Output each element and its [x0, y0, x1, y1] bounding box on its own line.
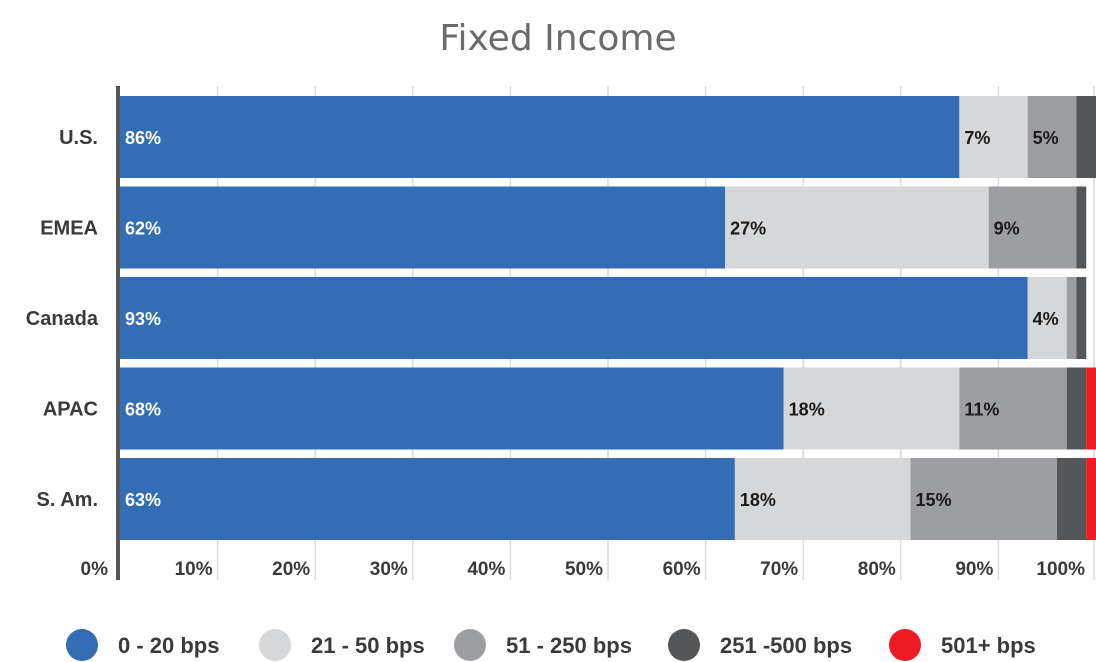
x-tick-label: 0%	[81, 559, 109, 580]
category-label: Canada	[26, 308, 99, 330]
data-label: 15%	[916, 490, 952, 510]
bar-emea-0-20-bps	[120, 186, 726, 269]
legend-swatch-501-bps	[889, 629, 921, 661]
x-tick-label: 80%	[858, 559, 896, 580]
data-labels: 86% 7% 5% 62% 27% 9% 93% 4% 68% 18% 11% 63% 18% 15%	[125, 128, 1059, 510]
bar-apac-21-50-bps	[783, 367, 960, 450]
x-tick-label: 40%	[467, 559, 505, 580]
bar-apac-251-500-bps	[1066, 367, 1087, 450]
bar-apac-51-250-bps	[959, 367, 1067, 450]
legend: 0 - 20 bps 21 - 50 bps 51 - 250 bps 251 -50…	[66, 629, 1036, 661]
x-tick-label: 70%	[760, 559, 798, 580]
data-label: 62%	[125, 219, 161, 239]
data-label: 27%	[730, 219, 766, 239]
bar-u-s-21-50-bps	[959, 96, 1028, 178]
legend-swatch-251-500-bps	[668, 629, 700, 661]
data-label: 11%	[964, 400, 999, 420]
x-tick-label: 50%	[565, 559, 603, 580]
bar-emea-251-500-bps	[1076, 186, 1087, 269]
data-label: 9%	[994, 219, 1020, 239]
legend-swatch-0-20-bps	[66, 629, 98, 661]
data-label: 7%	[964, 128, 990, 148]
bar-apac-0-20-bps	[120, 367, 784, 450]
x-tick-label: 30%	[370, 559, 408, 580]
data-label: 4%	[1033, 309, 1059, 329]
bar-canada-51-250-bps	[1066, 277, 1077, 359]
bar-s-am-51-250-bps	[910, 458, 1057, 540]
bar-u-s-251-500-bps	[1076, 96, 1096, 178]
data-label: 86%	[125, 128, 161, 148]
bar-canada-21-50-bps	[1027, 277, 1067, 359]
chart-title: Fixed Income	[439, 18, 676, 59]
bar-s-am-501-bps	[1086, 458, 1096, 540]
bar-apac-501-bps	[1086, 367, 1096, 450]
data-label: 68%	[125, 400, 161, 420]
legend-swatch-51-250-bps	[454, 629, 486, 661]
category-label: U.S.	[59, 127, 98, 149]
category-label: APAC	[43, 399, 98, 421]
bar-u-s-51-250-bps	[1027, 96, 1077, 178]
x-axis-ticks: 0% 10% 20% 30% 40% 50% 60% 70% 80% 90% 100%	[81, 559, 1086, 580]
category-label: EMEA	[40, 218, 98, 240]
x-tick-label: 100%	[1036, 559, 1085, 580]
bars	[120, 96, 1096, 540]
x-tick-label: 90%	[955, 559, 993, 580]
data-label: 5%	[1033, 128, 1059, 148]
bar-s-am-251-500-bps	[1056, 458, 1087, 540]
bar-emea-21-50-bps	[725, 186, 989, 269]
bar-canada-0-20-bps	[120, 277, 1028, 359]
category-label: S. Am.	[37, 489, 99, 511]
category-labels: U.S. EMEA Canada APAC S. Am.	[26, 127, 99, 511]
bar-u-s-0-20-bps	[120, 96, 960, 178]
data-label: 18%	[789, 400, 825, 420]
legend-label: 251 -500 bps	[720, 633, 852, 658]
legend-label: 501+ bps	[941, 633, 1036, 658]
data-label: 18%	[740, 490, 776, 510]
bar-s-am-21-50-bps	[734, 458, 911, 540]
legend-label: 0 - 20 bps	[118, 633, 219, 658]
bar-emea-51-250-bps	[988, 186, 1077, 269]
legend-label: 21 - 50 bps	[311, 633, 425, 658]
x-tick-label: 60%	[663, 559, 701, 580]
bar-s-am-0-20-bps	[120, 458, 735, 540]
x-tick-label: 10%	[175, 559, 213, 580]
data-label: 63%	[125, 490, 161, 510]
legend-label: 51 - 250 bps	[506, 633, 632, 658]
data-label: 93%	[125, 309, 161, 329]
legend-swatch-21-50-bps	[259, 629, 291, 661]
bar-canada-251-500-bps	[1076, 277, 1087, 359]
x-tick-label: 20%	[272, 559, 310, 580]
